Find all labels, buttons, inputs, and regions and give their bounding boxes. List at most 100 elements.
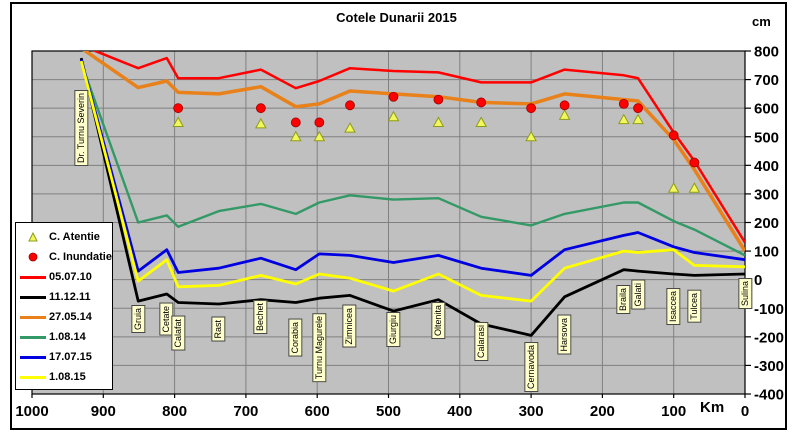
x-tick-label-600: 600	[305, 403, 330, 420]
legend-label-05-07-10: 05.07.10	[49, 271, 92, 283]
atentie-marker-oltenita	[432, 116, 445, 127]
atentie-marker-bechet	[255, 117, 267, 129]
inundatie-marker-cernavoda	[526, 103, 536, 114]
legend-item-c-inundatie: C. Inundatie	[16, 247, 112, 267]
x-tick-label-200: 200	[590, 403, 615, 420]
atentie-marker-harsova	[558, 109, 571, 120]
atentie-marker-isaccea	[667, 182, 680, 193]
legend-line-sample-1-08-14	[20, 335, 46, 339]
inundatie-marker-corabia	[290, 117, 301, 128]
legend: C. Atentie C. Inundatie 05.07.10 11.12.11 27…	[15, 222, 113, 390]
series-line-05-07-10	[92, 51, 745, 244]
y-axis-unit-label: cm	[752, 14, 771, 29]
y-tick-label-700: 700	[754, 72, 779, 89]
legend-label-11-12-11: 11.12.11	[49, 291, 91, 303]
atentie-marker-galati	[632, 113, 644, 125]
legend-label-c-atentie: C. Atentie	[49, 231, 100, 243]
atentie-marker-turnu-magurele	[313, 130, 326, 142]
legend-item-17-07-15: 17.07.15	[16, 347, 112, 367]
atentie-marker-corabia	[289, 130, 302, 142]
x-tick-label-400: 400	[447, 403, 472, 420]
legend-line-sample-11-12-11	[20, 295, 46, 299]
atentie-marker-giurgiu	[387, 110, 400, 122]
series-line-11-12-11	[79, 57, 745, 337]
chart-title: Cotele Dunarii 2015	[336, 10, 457, 25]
station-label-corabia: Corabia	[288, 319, 303, 357]
inundatie-marker-harsova	[559, 100, 570, 111]
inundatie-marker-isaccea	[668, 130, 679, 141]
station-label-cernavoda: Cernavoda	[523, 342, 538, 393]
x-tick-label-500: 500	[376, 403, 401, 420]
axis-tick-labels: 8007006005004003002001000-100-200-300-40…	[15, 44, 784, 421]
chart-frame-border	[10, 2, 787, 430]
legend-line-sample-27-05-14	[20, 315, 46, 319]
atentie-marker-braila	[617, 113, 630, 125]
atentie-marker-cernavoda	[525, 130, 537, 142]
x-tick-label-700: 700	[233, 403, 258, 420]
inundatie-marker-oltenita	[433, 94, 444, 105]
y-tick-label-0: 0	[754, 272, 762, 289]
legend-item-11-12-11: 11.12.11	[16, 287, 112, 307]
y-tick-label--200: -200	[754, 329, 784, 346]
inundatie-marker-calarasi	[476, 97, 487, 108]
y-tick-label-100: 100	[754, 244, 779, 261]
series-line-17-07-15	[79, 59, 745, 277]
station-label-tulcea: Tulcea	[686, 290, 702, 323]
x-tick-label-800: 800	[162, 403, 187, 420]
atentie-marker-zimnicea	[344, 122, 356, 133]
station-label-braila: Braila	[616, 285, 631, 315]
threshold-markers	[172, 91, 701, 193]
x-tick-label-900: 900	[91, 403, 116, 420]
atentie-marker-tulcea	[688, 182, 701, 193]
series-line-1-08-14	[80, 61, 745, 257]
inundatie-marker-bechet	[255, 103, 266, 114]
y-tick-label-300: 300	[754, 186, 779, 203]
inundatie-marker-tulcea	[689, 157, 700, 168]
x-tick-label-0: 0	[741, 403, 749, 420]
y-tick-label--100: -100	[754, 301, 784, 318]
x-tick-label-300: 300	[519, 403, 544, 420]
legend-line-sample-1-08-15	[20, 375, 46, 379]
station-label-oltenita: Oltenita	[430, 302, 446, 340]
station-label-turnu-magurele: Turnu Magurele	[311, 313, 327, 383]
inundatie-marker-calafat	[173, 103, 184, 114]
station-label-calafat: Calafat	[170, 316, 185, 351]
station-label-isaccea: Isaccea	[666, 288, 681, 326]
legend-line-sample-05-07-10	[20, 275, 46, 279]
x-axis-unit-label: Km	[700, 399, 725, 416]
atentie-marker-calarasi	[475, 116, 488, 127]
legend-item-1-08-14: 1.08.14	[16, 327, 112, 347]
legend-item-c-atentie: C. Atentie	[16, 227, 112, 247]
legend-label-1-08-14: 1.08.14	[49, 331, 86, 343]
station-label-sulina: Sulina	[737, 278, 752, 310]
legend-label-1-08-15: 1.08.15	[49, 371, 86, 383]
x-tick-label-1000: 1000	[15, 403, 48, 420]
station-label-zimnicea: Zimnicea	[342, 305, 357, 348]
legend-item-1-08-15: 1.08.15	[16, 367, 112, 387]
y-tick-label--300: -300	[754, 358, 784, 375]
inundatie-marker-giurgiu	[388, 91, 399, 102]
inundatie-marker-zimnicea	[345, 100, 355, 111]
station-label-bechet: Bechet	[253, 300, 268, 335]
series-line-1-08-15	[79, 60, 745, 303]
station-label-gruia: Gruia	[130, 305, 146, 334]
inundatie-marker-galati	[633, 103, 643, 114]
y-tick-label-400: 400	[754, 158, 779, 175]
y-tick-label-500: 500	[754, 129, 779, 146]
y-tick-label-600: 600	[754, 101, 779, 118]
station-label-dr-turnu-severin: Dr. Turnu Severin	[73, 90, 89, 167]
station-label-giurgiu: Giurgiu	[385, 312, 401, 348]
station-label-rast: Rast	[211, 317, 226, 342]
atentie-marker-calafat	[172, 116, 185, 127]
x-tick-label-100: 100	[661, 403, 686, 420]
legend-line-sample-17-07-15	[20, 355, 46, 359]
legend-item-05-07-10: 05.07.10	[16, 267, 112, 287]
inundatie-marker-turnu-magurele	[314, 117, 325, 128]
station-label-harsova: Harsova	[557, 315, 572, 355]
atentie-triangle-icon	[28, 231, 38, 242]
legend-label-c-inundatie: C. Inundatie	[49, 251, 112, 263]
station-label-galati: Galati	[630, 280, 645, 310]
legend-item-27-05-14: 27.05.14	[16, 307, 112, 327]
